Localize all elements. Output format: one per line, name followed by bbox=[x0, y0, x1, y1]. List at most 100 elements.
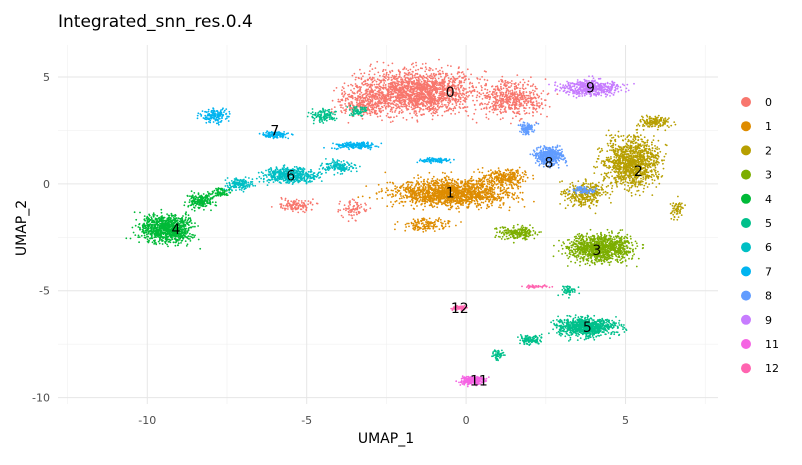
data-point-cluster-0 bbox=[303, 202, 305, 204]
data-point-cluster-0 bbox=[455, 85, 457, 87]
data-point-cluster-0 bbox=[458, 89, 460, 91]
data-point-cluster-1 bbox=[460, 221, 462, 223]
data-point-cluster-0 bbox=[441, 83, 443, 85]
data-point-cluster-0 bbox=[405, 68, 407, 70]
data-point-cluster-0 bbox=[388, 116, 390, 118]
data-point-cluster-1 bbox=[494, 199, 496, 201]
data-point-cluster-0 bbox=[348, 220, 350, 222]
data-point-cluster-0 bbox=[420, 87, 422, 89]
data-point-cluster-0 bbox=[523, 93, 525, 95]
data-point-cluster-1 bbox=[479, 203, 481, 205]
data-point-cluster-1 bbox=[506, 188, 508, 190]
data-point-cluster-1 bbox=[476, 180, 478, 182]
data-point-cluster-0 bbox=[541, 103, 543, 105]
data-point-cluster-1 bbox=[505, 194, 507, 196]
data-point-cluster-1 bbox=[431, 180, 433, 182]
data-point-cluster-0 bbox=[344, 204, 346, 206]
data-point-cluster-1 bbox=[464, 200, 466, 202]
data-point-cluster-0 bbox=[341, 99, 343, 101]
data-point-cluster-1 bbox=[448, 182, 450, 184]
data-point-cluster-0 bbox=[420, 90, 422, 92]
data-point-cluster-0 bbox=[271, 206, 273, 208]
data-point-cluster-0 bbox=[387, 106, 389, 108]
data-point-cluster-1 bbox=[412, 200, 414, 202]
data-point-cluster-1 bbox=[499, 171, 501, 173]
data-point-cluster-1 bbox=[420, 176, 422, 178]
data-point-cluster-1 bbox=[426, 190, 428, 192]
data-point-cluster-1 bbox=[444, 172, 446, 174]
data-point-cluster-0 bbox=[538, 97, 540, 99]
data-point-cluster-0 bbox=[390, 121, 392, 123]
data-point-cluster-0 bbox=[509, 102, 511, 104]
data-point-cluster-0 bbox=[407, 108, 409, 110]
data-point-cluster-1 bbox=[488, 170, 490, 172]
data-point-cluster-0 bbox=[362, 118, 364, 120]
data-point-cluster-0 bbox=[541, 98, 543, 100]
data-point-cluster-1 bbox=[477, 169, 479, 171]
data-point-cluster-1 bbox=[465, 194, 467, 196]
data-point-cluster-0 bbox=[359, 88, 361, 90]
data-point-cluster-0 bbox=[361, 77, 363, 79]
data-point-cluster-1 bbox=[411, 205, 413, 207]
data-point-cluster-0 bbox=[458, 99, 460, 101]
data-point-cluster-0 bbox=[378, 91, 380, 93]
data-point-cluster-0 bbox=[333, 90, 335, 92]
data-point-cluster-1 bbox=[483, 175, 485, 177]
data-point-cluster-1 bbox=[497, 193, 499, 195]
data-point-cluster-1 bbox=[493, 189, 495, 191]
data-point-cluster-0 bbox=[367, 106, 369, 108]
data-point-cluster-0 bbox=[484, 70, 486, 72]
data-point-cluster-0 bbox=[511, 80, 513, 82]
data-point-cluster-0 bbox=[358, 77, 360, 79]
data-point-cluster-1 bbox=[417, 220, 419, 222]
data-point-cluster-0 bbox=[425, 87, 427, 89]
data-point-cluster-1 bbox=[474, 190, 476, 192]
data-point-cluster-0 bbox=[365, 204, 367, 206]
data-point-cluster-1 bbox=[433, 224, 435, 226]
data-point-cluster-1 bbox=[431, 188, 433, 190]
data-point-cluster-0 bbox=[298, 202, 300, 204]
data-point-cluster-0 bbox=[482, 92, 484, 94]
data-point-cluster-2 bbox=[611, 149, 613, 151]
data-point-cluster-0 bbox=[347, 85, 349, 87]
data-point-cluster-1 bbox=[475, 197, 477, 199]
data-point-cluster-0 bbox=[383, 62, 385, 64]
data-point-cluster-0 bbox=[534, 105, 536, 107]
data-point-cluster-0 bbox=[469, 83, 471, 85]
data-point-cluster-0 bbox=[546, 116, 548, 118]
data-point-cluster-1 bbox=[447, 202, 449, 204]
data-point-cluster-0 bbox=[358, 212, 360, 214]
data-point-cluster-0 bbox=[494, 109, 496, 111]
data-point-cluster-1 bbox=[448, 221, 450, 223]
data-point-cluster-1 bbox=[488, 190, 490, 192]
data-point-cluster-0 bbox=[476, 100, 478, 102]
data-point-cluster-0 bbox=[434, 88, 436, 90]
data-point-cluster-0 bbox=[357, 206, 359, 208]
data-point-cluster-1 bbox=[510, 171, 512, 173]
data-point-cluster-1 bbox=[489, 192, 491, 194]
data-point-cluster-0 bbox=[486, 117, 488, 119]
data-point-cluster-0 bbox=[367, 98, 369, 100]
data-point-cluster-0 bbox=[512, 117, 514, 119]
data-point-cluster-0 bbox=[402, 106, 404, 108]
data-point-cluster-0 bbox=[529, 95, 531, 97]
data-point-cluster-0 bbox=[372, 107, 374, 109]
data-point-cluster-0 bbox=[378, 102, 380, 104]
data-point-cluster-0 bbox=[500, 112, 502, 114]
data-point-cluster-0 bbox=[437, 87, 439, 89]
data-point-cluster-1 bbox=[492, 196, 494, 198]
data-point-cluster-0 bbox=[469, 90, 471, 92]
data-point-cluster-1 bbox=[505, 189, 507, 191]
data-point-cluster-0 bbox=[439, 87, 441, 89]
data-point-cluster-0 bbox=[508, 93, 510, 95]
data-point-cluster-1 bbox=[492, 199, 494, 201]
data-point-cluster-1 bbox=[384, 172, 386, 174]
data-point-cluster-0 bbox=[484, 103, 486, 105]
data-point-cluster-0 bbox=[453, 77, 455, 79]
data-point-cluster-0 bbox=[367, 79, 369, 81]
data-point-cluster-1 bbox=[489, 174, 491, 176]
data-point-cluster-1 bbox=[480, 207, 482, 209]
data-point-cluster-0 bbox=[295, 207, 297, 209]
data-point-cluster-0 bbox=[397, 95, 399, 97]
data-point-cluster-0 bbox=[340, 110, 342, 112]
